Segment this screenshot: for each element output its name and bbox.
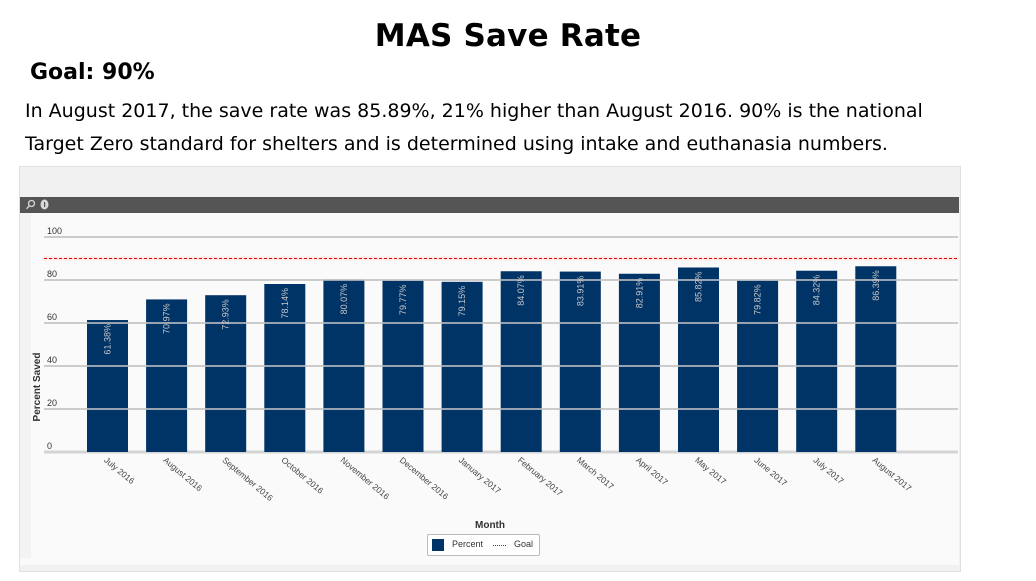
search-icon[interactable] <box>25 199 36 210</box>
bar-february-2017[interactable] <box>500 271 542 452</box>
bar-april-2017[interactable] <box>618 273 660 452</box>
x-tick-label: May 2017 <box>693 455 728 487</box>
bar-data-label: 79.15% <box>457 286 467 317</box>
bar-data-label: 79.77% <box>398 284 408 315</box>
y-tick-label: 40 <box>47 355 57 365</box>
legend-label-percent[interactable]: Percent <box>452 539 484 549</box>
x-axis-label: Month <box>475 520 505 531</box>
bar-data-label: 83.91% <box>575 276 585 307</box>
x-tick-labels: July 2016 August 2016 September 2016 Octobe… <box>102 455 914 503</box>
y-axis-label: Percent Saved <box>32 353 43 422</box>
goal-heading: Goal: 90% <box>30 60 155 85</box>
x-tick-label: August 2016 <box>161 455 204 494</box>
bar-august-2017[interactable] <box>855 266 897 452</box>
goal-line-layer <box>44 256 958 261</box>
bar-data-label: 80.07% <box>339 284 349 315</box>
x-tick-label: April 2017 <box>634 455 670 487</box>
x-tick-label: August 2017 <box>871 455 914 494</box>
bar-july-2016[interactable] <box>87 320 128 452</box>
x-tick-label: March 2017 <box>575 455 616 492</box>
chart-legend: Percent Goal <box>427 534 540 556</box>
legend-label-goal[interactable]: Goal <box>514 539 534 549</box>
x-tick-label: July 2016 <box>102 455 137 486</box>
bar-october-2016[interactable] <box>264 283 306 452</box>
bar-september-2016[interactable] <box>205 295 247 452</box>
y-tick-labels: 0 20 40 60 80 100 <box>47 226 62 451</box>
y-tick-label: 20 <box>47 398 57 408</box>
y-tick-label: 100 <box>47 226 62 236</box>
x-tick-label: November 2016 <box>339 455 392 502</box>
bar-may-2017[interactable] <box>678 267 719 452</box>
x-tick-label: June 2017 <box>752 455 789 488</box>
y-tick-label: 60 <box>47 312 57 322</box>
x-tick-label: October 2016 <box>280 455 326 496</box>
legend-swatch-percent[interactable] <box>432 539 444 551</box>
bar-august-2016[interactable] <box>146 299 188 452</box>
bar-data-label: 72.93% <box>221 299 231 330</box>
x-tick-label: December 2016 <box>398 455 451 502</box>
bar-data-label: 84.07% <box>516 275 526 306</box>
bar-march-2017[interactable] <box>559 271 601 452</box>
bar-data-label: 86.39% <box>871 270 881 301</box>
x-tick-label: January 2017 <box>457 455 503 496</box>
x-tick-label: July 2017 <box>811 455 846 486</box>
info-icon[interactable] <box>39 199 50 210</box>
x-tick-label: February 2017 <box>516 455 565 498</box>
bar-data-label: 84.32% <box>812 275 822 306</box>
bar-data-label: 70.97% <box>162 303 172 334</box>
bar-data-label: 85.82% <box>694 271 704 302</box>
bar-data-label: 79.82% <box>753 284 763 315</box>
x-tick-label: September 2016 <box>220 455 275 503</box>
bars: 61.38% 70.97% 72.93% 78.14% 80.07% 79.77% 79.1… <box>44 236 958 452</box>
y-tick-label: 0 <box>47 441 52 451</box>
page-title: MAS Save Rate <box>374 18 642 54</box>
save-rate-description: In August 2017, the save rate was 85.89%… <box>25 100 923 155</box>
bar-data-label: 61.38% <box>103 324 113 355</box>
bar-july-2017[interactable] <box>796 270 838 452</box>
chart-toolbar <box>20 197 959 213</box>
bar-data-label: 78.14% <box>280 288 290 319</box>
bar-data-label: 82.91% <box>634 278 644 309</box>
legend-swatch-goal[interactable] <box>493 545 506 546</box>
y-tick-label: 80 <box>47 269 57 279</box>
chart-left-strip <box>20 213 31 558</box>
